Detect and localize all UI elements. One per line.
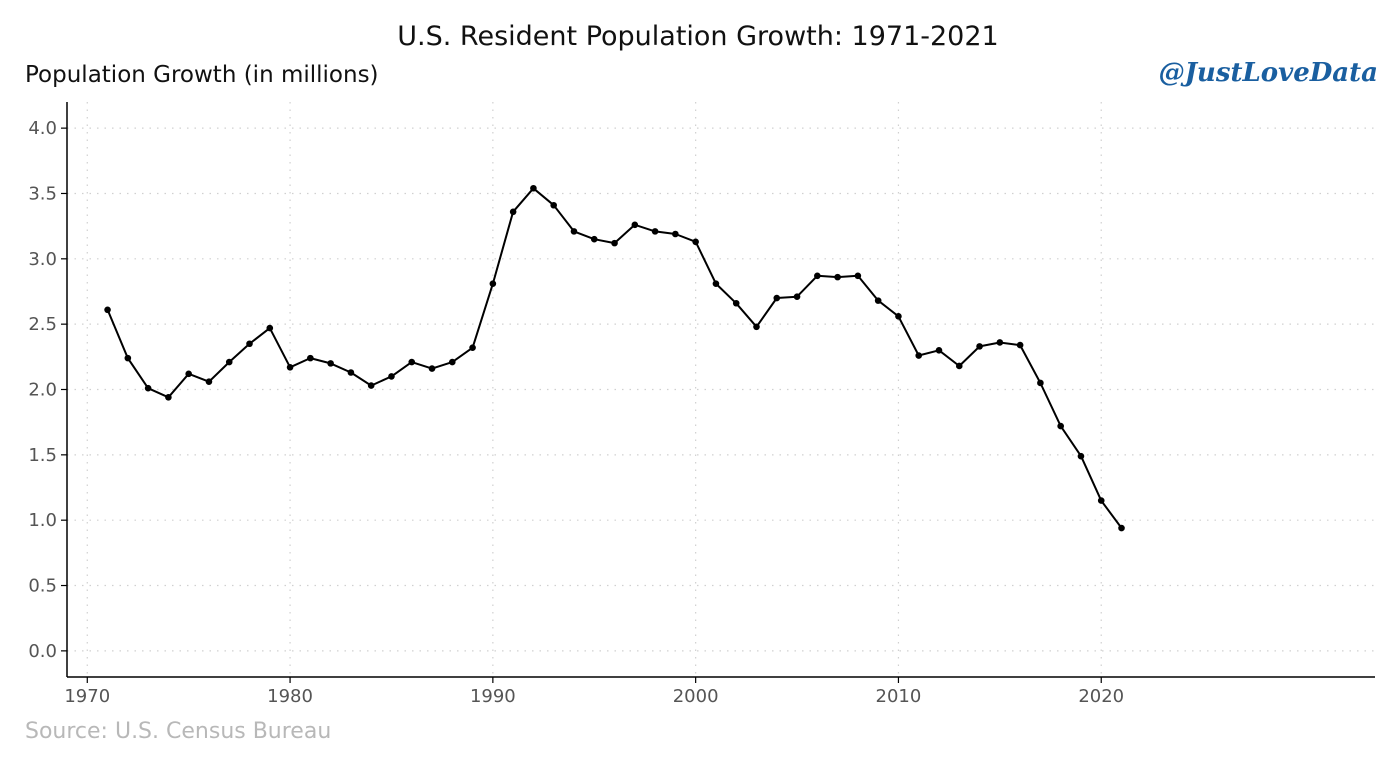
x-tick-label: 1990 [470,686,516,707]
y-tick-label: 0.0 [28,641,57,662]
data-point [793,293,801,301]
x-axis-ticks: 1970 1980 1990 2000 2010 2020 [64,677,1124,707]
data-point [530,184,537,192]
data-point [124,354,132,362]
x-tick-label: 1980 [267,686,313,707]
series [104,184,1125,532]
data-point [286,363,294,371]
data-point [367,382,375,389]
series-line [106,187,1123,529]
y-tick-label: 3.0 [28,249,57,270]
data-point [874,297,882,304]
data-point [205,378,213,385]
data-point [895,313,902,320]
data-point [955,362,963,370]
data-point [428,365,436,372]
data-point [996,339,1004,346]
data-point [388,373,395,380]
y-tick-label: 1.0 [28,510,57,531]
data-point [712,280,720,287]
data-point [834,273,841,281]
data-point [773,294,781,302]
data-point [1077,452,1085,460]
data-point [1016,341,1024,349]
data-point [266,324,274,332]
x-tick-label: 2000 [673,686,719,707]
data-point [104,306,111,314]
source-note: Source: U.S. Census Bureau [25,719,331,744]
y-tick-label: 2.0 [28,380,57,401]
chart-title: U.S. Resident Population Growth: 1971-20… [397,21,998,52]
gridlines [67,102,1375,677]
y-axis-label: Population Growth (in millions) [25,62,379,88]
y-tick-label: 4.0 [28,118,57,139]
data-point [590,235,598,243]
data-point [732,299,740,307]
data-point [225,358,233,366]
data-point [327,360,334,367]
y-tick-label: 3.5 [28,183,57,204]
data-point [185,370,192,378]
data-point [976,343,983,350]
data-point [509,208,517,216]
y-tick-label: 0.5 [28,576,57,597]
x-tick-label: 1970 [64,686,110,707]
data-point [651,228,659,235]
y-tick-label: 1.5 [28,445,57,466]
watermark: @JustLoveData [1159,58,1378,88]
data-point [915,352,923,359]
data-point [1037,379,1044,387]
x-tick-label: 2010 [876,686,922,707]
x-tick-label: 2020 [1078,686,1124,707]
data-point [307,354,314,362]
data-point [1118,524,1125,532]
data-point [469,344,476,351]
data-point [408,358,416,366]
data-point [753,323,760,331]
data-point [165,394,172,401]
data-point [631,221,639,229]
data-point [347,369,355,376]
y-axis-ticks: 0.0 0.5 1.0 1.5 2.0 2.5 3.0 3.5 4.0 [28,118,67,662]
data-point [489,280,497,287]
data-point [672,230,679,238]
y-tick-label: 2.5 [28,314,57,335]
data-point [611,239,618,247]
data-point [246,340,253,348]
data-point [144,384,152,392]
data-point [935,346,943,354]
data-point [1097,497,1105,504]
data-point [570,228,578,235]
data-point [449,358,456,366]
data-point [550,201,557,209]
data-point [814,272,821,280]
data-point [1057,422,1064,430]
data-point [692,238,699,246]
data-point [854,272,862,280]
